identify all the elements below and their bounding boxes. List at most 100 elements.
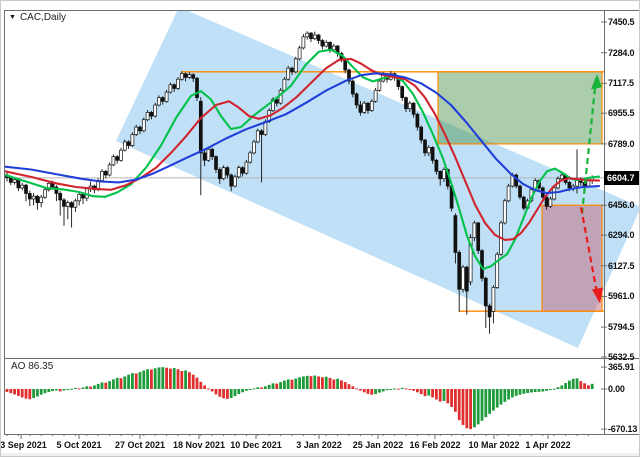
candle-up — [145, 112, 150, 121]
candle-down — [58, 193, 63, 201]
ao-bar — [275, 383, 279, 389]
ao-bar — [43, 389, 47, 394]
ao-bar — [119, 378, 123, 389]
ao-bar — [58, 389, 62, 392]
candle-down — [518, 185, 522, 198]
candle-up — [286, 67, 291, 80]
ao-bar — [385, 389, 389, 391]
candle-up — [297, 47, 302, 60]
ao-bar — [264, 386, 267, 389]
bullish-arrow[interactable] — [580, 78, 598, 214]
symbol-header[interactable]: ▼ CAC,Daily — [9, 12, 66, 23]
ao-bar — [47, 389, 51, 392]
candle-down — [274, 99, 279, 104]
price-axis-label: 6456.0 — [608, 200, 635, 211]
candle-down — [453, 215, 458, 253]
ao-bar — [556, 387, 560, 389]
ao-bar — [104, 382, 108, 389]
ao-bar — [176, 369, 180, 389]
ao-bar — [66, 389, 70, 390]
ao-pane[interactable] — [5, 367, 594, 430]
bearish-target-zone[interactable] — [541, 204, 603, 312]
symbol-title: CAC,Daily — [19, 12, 67, 23]
ao-bar — [260, 387, 263, 389]
candle-down — [191, 74, 196, 79]
candle-up — [369, 100, 374, 111]
ao-bar — [77, 388, 81, 390]
ao-bar — [511, 389, 514, 398]
ao-bar — [587, 385, 590, 389]
ao-bar — [51, 389, 54, 392]
candle-down — [183, 73, 188, 78]
current-price-badge: 6604.7 — [604, 171, 639, 185]
candle-down — [259, 130, 264, 135]
date-axis-label: 16 Feb 2022 — [409, 440, 461, 450]
ao-bar — [74, 387, 77, 389]
date-axis-label: 5 Oct 2021 — [56, 440, 102, 450]
candle-up — [248, 152, 253, 163]
ao-bar — [340, 380, 343, 389]
candle-down — [350, 80, 355, 95]
price-axis-label: 5961.0 — [608, 291, 635, 302]
candle-down — [316, 34, 321, 41]
ao-bar — [165, 367, 168, 389]
ao-bar — [389, 389, 393, 390]
ao-bar — [328, 377, 332, 389]
bullish-target-zone[interactable] — [437, 71, 603, 145]
ao-bar — [431, 389, 434, 398]
symbol-dropdown-icon[interactable]: ▼ — [9, 14, 16, 21]
ao-bar — [112, 379, 115, 389]
ao-bar — [184, 370, 187, 389]
ao-bar — [172, 368, 176, 389]
ao-bar — [302, 376, 305, 389]
candle-down — [567, 182, 572, 189]
fast-ma-line[interactable] — [4, 48, 601, 271]
ao-bar — [423, 389, 427, 397]
slow-ma-line[interactable] — [4, 72, 601, 195]
candle-up — [119, 149, 123, 161]
ao-bar — [427, 389, 431, 396]
ao-bar — [362, 389, 366, 393]
ao-bar — [199, 381, 203, 389]
candle-down — [366, 102, 370, 111]
candle-up — [236, 167, 241, 178]
price-axis-label: 5632.5 — [608, 351, 635, 362]
ao-bar — [397, 388, 400, 390]
mid-ma-line[interactable] — [4, 57, 601, 241]
ao-bar — [100, 382, 104, 389]
ao-bar — [271, 383, 275, 389]
ao-bar — [514, 389, 518, 396]
ao-bar — [131, 373, 134, 389]
indicator-title: AO 86.35 — [11, 361, 54, 372]
ao-bar — [530, 389, 533, 393]
ao-bar — [518, 389, 522, 395]
candle-up — [46, 182, 51, 191]
candle-up — [20, 184, 25, 189]
candle-down — [138, 126, 142, 132]
candle-up — [39, 196, 44, 204]
candle-up — [506, 185, 511, 202]
ao-bar — [207, 388, 210, 390]
ao-bar — [507, 389, 510, 400]
ao-bar — [214, 389, 218, 395]
price-channel[interactable] — [116, 7, 640, 348]
ao-bar — [252, 388, 256, 390]
ao-bar — [313, 375, 317, 389]
ao-bar — [290, 379, 294, 389]
candle-down — [115, 156, 120, 161]
ao-bar — [191, 374, 195, 389]
ao-bar — [442, 389, 446, 401]
candle-up — [548, 198, 553, 207]
main-pane[interactable] — [4, 7, 640, 348]
ao-bar — [226, 389, 229, 399]
candle-down — [404, 97, 408, 110]
ao-bar — [564, 383, 567, 389]
candle-up — [157, 97, 161, 106]
bearish-arrow[interactable] — [579, 207, 600, 299]
candle-down — [438, 170, 443, 180]
ao-bar — [457, 389, 461, 421]
ao-bar — [499, 389, 503, 405]
date-axis-label: 25 Jan 2022 — [352, 440, 404, 450]
window-bottom-strip — [1, 453, 639, 456]
